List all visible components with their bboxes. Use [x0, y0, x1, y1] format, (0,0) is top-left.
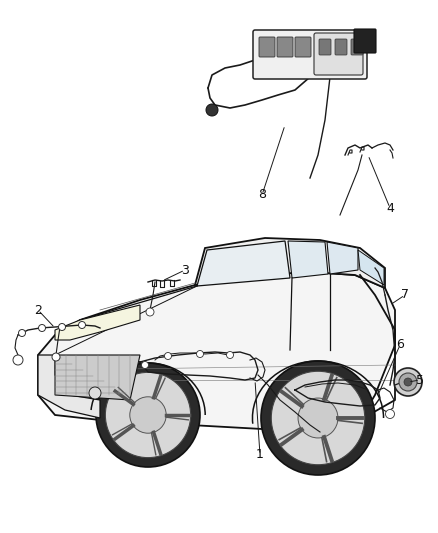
Circle shape: [226, 351, 233, 359]
FancyBboxPatch shape: [295, 37, 311, 57]
Circle shape: [165, 352, 172, 359]
FancyBboxPatch shape: [314, 33, 363, 75]
Circle shape: [141, 361, 148, 368]
Circle shape: [261, 361, 375, 475]
Circle shape: [385, 409, 395, 418]
FancyBboxPatch shape: [277, 37, 293, 57]
Polygon shape: [55, 305, 140, 340]
Circle shape: [197, 351, 204, 358]
Text: 4: 4: [386, 201, 394, 214]
Text: 7: 7: [401, 288, 409, 302]
Circle shape: [399, 373, 417, 391]
Text: 8: 8: [258, 189, 266, 201]
Circle shape: [206, 104, 218, 116]
FancyBboxPatch shape: [259, 37, 275, 57]
Polygon shape: [327, 242, 358, 274]
Text: 6: 6: [396, 338, 404, 351]
Circle shape: [404, 378, 412, 386]
FancyBboxPatch shape: [354, 29, 376, 53]
Text: 5: 5: [416, 374, 424, 386]
Polygon shape: [38, 355, 100, 418]
Circle shape: [52, 353, 60, 361]
Polygon shape: [197, 241, 290, 286]
Polygon shape: [195, 238, 385, 288]
Text: 3: 3: [181, 263, 189, 277]
Circle shape: [394, 368, 422, 396]
Polygon shape: [55, 355, 140, 400]
Text: 2: 2: [34, 303, 42, 317]
Circle shape: [271, 372, 365, 465]
Polygon shape: [38, 272, 395, 430]
FancyBboxPatch shape: [351, 39, 363, 55]
Circle shape: [59, 324, 66, 330]
Circle shape: [146, 308, 154, 316]
Circle shape: [106, 373, 191, 458]
FancyBboxPatch shape: [335, 39, 347, 55]
Text: 1: 1: [256, 448, 264, 462]
Polygon shape: [288, 241, 328, 278]
Polygon shape: [358, 250, 384, 285]
Circle shape: [78, 321, 85, 328]
Circle shape: [18, 329, 25, 336]
FancyBboxPatch shape: [319, 39, 331, 55]
Circle shape: [39, 325, 46, 332]
Circle shape: [298, 398, 338, 438]
Circle shape: [13, 355, 23, 365]
FancyBboxPatch shape: [253, 30, 367, 79]
Circle shape: [89, 387, 101, 399]
Circle shape: [130, 397, 166, 433]
Circle shape: [96, 363, 200, 467]
